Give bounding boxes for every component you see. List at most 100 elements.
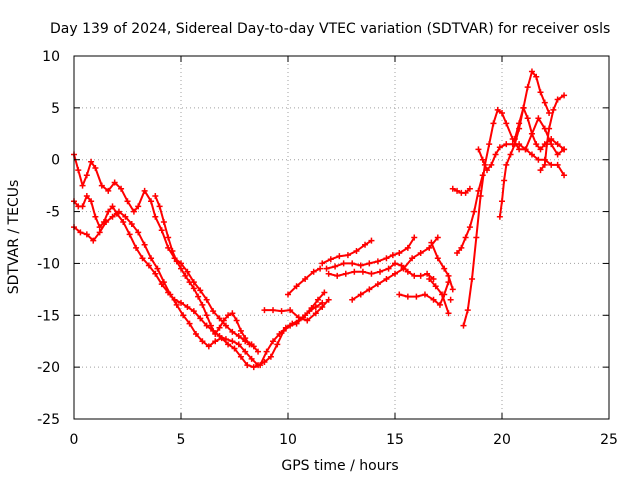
data-point <box>130 208 137 215</box>
data-point <box>302 275 309 282</box>
data-point <box>327 256 334 263</box>
data-point <box>233 317 240 324</box>
data-point <box>516 146 523 153</box>
x-tick-label: 10 <box>279 432 297 448</box>
y-tick-label: -20 <box>37 360 60 376</box>
data-point <box>454 187 461 194</box>
data-point <box>413 293 420 300</box>
data-point <box>312 303 319 310</box>
y-tick-label: -5 <box>46 205 60 221</box>
data-point <box>312 310 319 317</box>
data-point <box>128 221 135 228</box>
data-point <box>152 270 159 277</box>
series-pass-10 <box>349 234 441 303</box>
data-point <box>205 343 212 350</box>
data-point <box>92 213 99 220</box>
data-point <box>105 187 112 194</box>
data-point <box>537 146 544 153</box>
data-point <box>148 255 155 262</box>
data-point <box>507 151 514 158</box>
data-point <box>351 268 358 275</box>
data-point <box>377 268 384 275</box>
data-point <box>511 135 518 142</box>
series-pass-21 <box>537 92 568 174</box>
series-line <box>513 106 566 151</box>
data-point <box>342 270 349 277</box>
data-point <box>528 151 535 158</box>
data-point <box>492 151 499 158</box>
data-point <box>244 362 251 369</box>
data-point <box>334 272 341 279</box>
data-point <box>152 193 159 200</box>
data-point <box>404 293 411 300</box>
data-point <box>190 285 197 292</box>
data-point <box>396 291 403 298</box>
data-point <box>242 335 249 342</box>
data-point <box>122 213 129 220</box>
data-point <box>434 255 441 262</box>
series-pass-14 <box>447 296 454 303</box>
data-point <box>98 182 105 189</box>
data-point <box>533 141 540 148</box>
data-point <box>537 89 544 96</box>
data-point <box>178 265 184 272</box>
data-point <box>389 252 396 259</box>
data-point <box>323 265 330 272</box>
data-point <box>178 299 184 306</box>
data-point <box>445 310 452 317</box>
data-point <box>496 213 503 220</box>
data-point <box>524 115 531 122</box>
series-pass-9 <box>319 237 375 267</box>
data-point <box>250 343 257 350</box>
x-tick-label: 5 <box>177 432 186 448</box>
data-point <box>270 338 277 345</box>
data-point <box>212 338 219 345</box>
data-point <box>314 296 321 303</box>
data-point <box>447 296 454 303</box>
data-point <box>235 341 242 348</box>
data-point <box>488 161 495 168</box>
data-point <box>501 177 508 184</box>
x-axis-label: GPS time / hours <box>281 458 398 474</box>
series-pass-4 <box>152 193 257 350</box>
data-point <box>396 250 403 257</box>
data-point <box>404 244 411 251</box>
data-point <box>374 281 381 288</box>
data-point <box>543 141 550 148</box>
data-point <box>466 185 473 192</box>
data-point <box>141 187 148 194</box>
data-point <box>550 106 557 113</box>
data-point <box>494 106 501 113</box>
data-point <box>154 265 161 272</box>
data-point <box>302 312 309 319</box>
data-point <box>404 268 411 275</box>
x-tick-label: 20 <box>493 432 511 448</box>
data-point <box>460 322 467 329</box>
data-point <box>486 141 493 148</box>
data-point <box>349 296 356 303</box>
x-tick-label: 25 <box>600 432 618 448</box>
data-point <box>203 296 210 303</box>
data-point <box>490 120 497 127</box>
data-point <box>197 287 204 294</box>
data-point <box>220 317 227 324</box>
data-point <box>554 141 561 148</box>
data-point <box>398 262 405 269</box>
data-point <box>152 213 159 220</box>
series-pass-20 <box>511 104 568 153</box>
data-point <box>548 135 555 142</box>
data-point <box>237 327 244 334</box>
data-point <box>83 172 90 179</box>
data-point <box>180 312 187 319</box>
data-point <box>92 165 99 172</box>
data-point <box>417 250 424 257</box>
data-point <box>270 307 277 314</box>
data-point <box>216 315 223 322</box>
series-pass-8 <box>323 234 418 272</box>
data-point <box>165 244 172 251</box>
plot-frame <box>73 55 610 420</box>
data-point <box>548 161 555 168</box>
y-tick-label: -15 <box>37 308 60 324</box>
data-point <box>541 99 548 106</box>
data-point <box>79 182 86 189</box>
